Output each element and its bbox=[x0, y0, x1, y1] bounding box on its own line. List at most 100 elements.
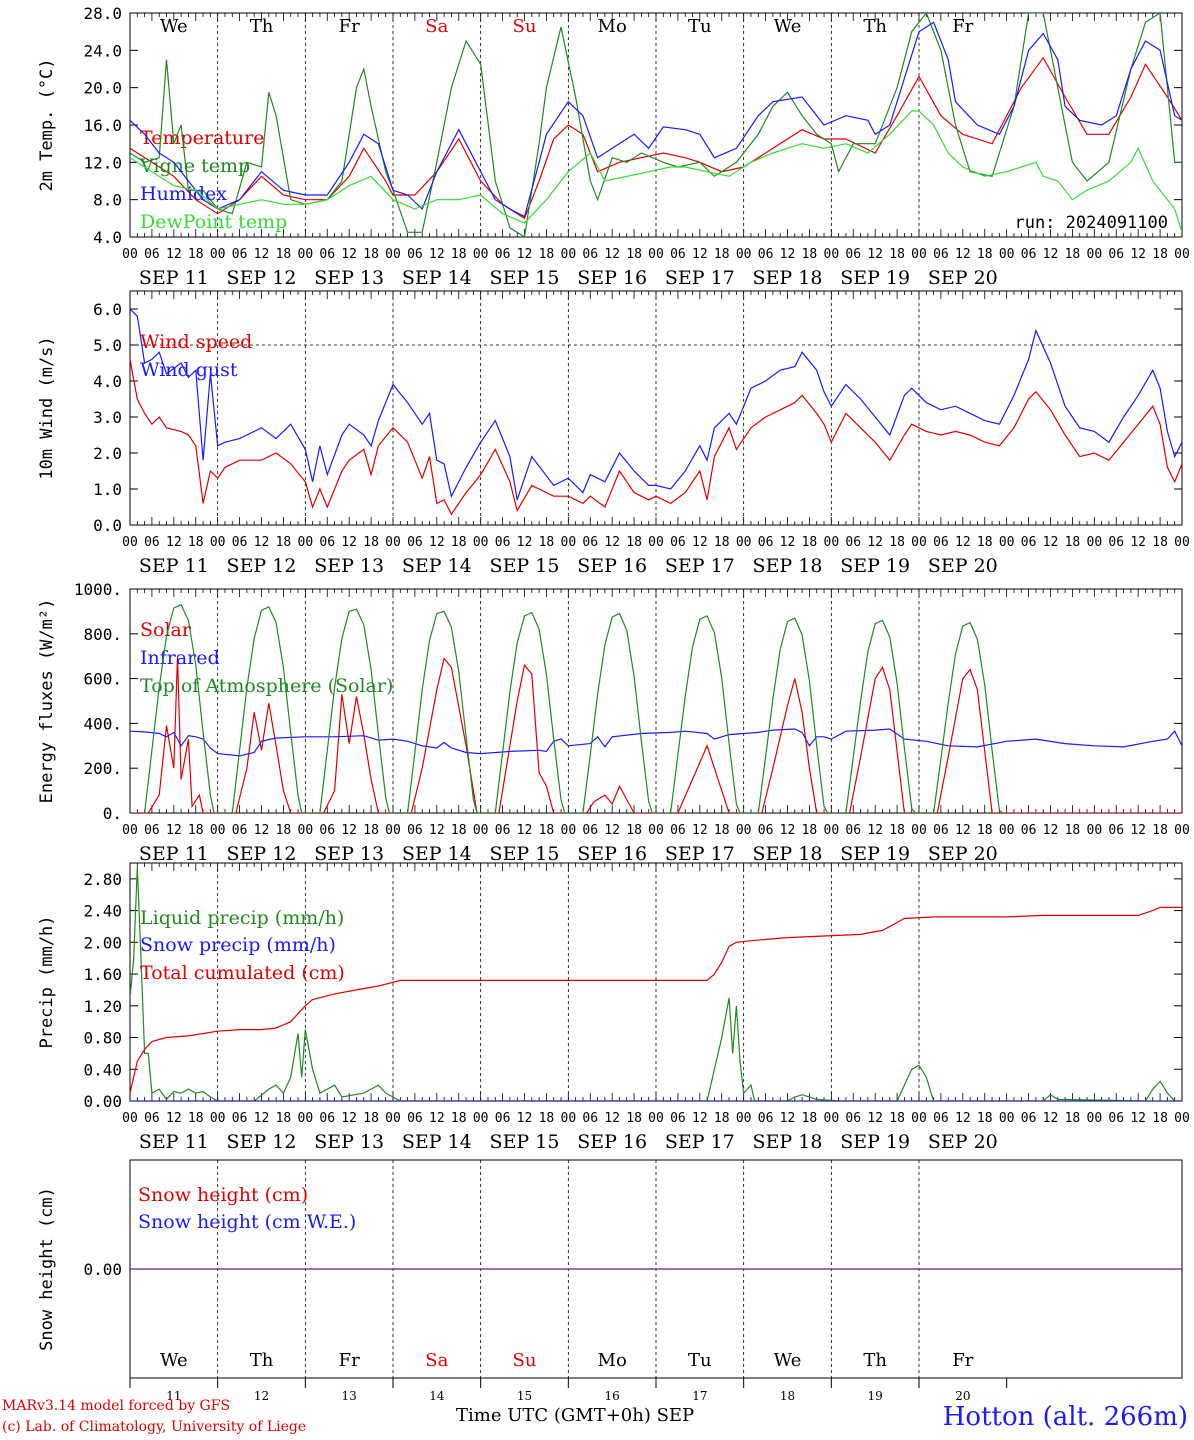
date-label: SEP 11 bbox=[139, 1131, 209, 1153]
hour-label: 18 bbox=[1152, 535, 1168, 550]
hour-label: 12 bbox=[1043, 535, 1059, 550]
y-tick-label: 2.80 bbox=[83, 870, 122, 889]
hour-label: 06 bbox=[1021, 247, 1037, 262]
hour-label: 12 bbox=[867, 535, 883, 550]
weekday-label-top: Fr bbox=[339, 16, 360, 37]
hour-label: 18 bbox=[363, 247, 379, 262]
date-label: SEP 20 bbox=[928, 1131, 998, 1153]
hour-label: 00 bbox=[911, 1111, 927, 1126]
date-label: SEP 17 bbox=[665, 843, 735, 865]
plot-frame bbox=[129, 12, 1183, 238]
hour-label: 18 bbox=[451, 247, 467, 262]
hour-label: 12 bbox=[517, 247, 533, 262]
y-tick-label: 6.0 bbox=[93, 300, 122, 319]
series-line-total-cumulated-cm bbox=[130, 906, 1182, 1094]
y-tick-label: 2.40 bbox=[83, 902, 122, 921]
hour-label: 18 bbox=[626, 535, 642, 550]
model-credit: MARv3.14 model forced by GFS bbox=[2, 1398, 231, 1414]
hour-label: 06 bbox=[582, 823, 598, 838]
hour-label: 18 bbox=[1065, 247, 1081, 262]
hour-label: 18 bbox=[539, 823, 555, 838]
y-tick-label: 12.0 bbox=[83, 153, 122, 172]
hour-label: 00 bbox=[561, 247, 577, 262]
hour-label: 12 bbox=[867, 247, 883, 262]
hour-label: 06 bbox=[319, 823, 335, 838]
hour-label: 06 bbox=[670, 1111, 686, 1126]
y-axis-label: Snow height (cm) bbox=[37, 1187, 57, 1351]
hour-label: 18 bbox=[889, 1111, 905, 1126]
hour-label: 06 bbox=[758, 823, 774, 838]
hour-label: 06 bbox=[232, 247, 248, 262]
hour-label: 06 bbox=[232, 1111, 248, 1126]
hour-label: 12 bbox=[692, 247, 708, 262]
hour-label: 18 bbox=[802, 823, 818, 838]
weekday-label-top: Sa bbox=[425, 16, 448, 37]
hour-label: 06 bbox=[495, 535, 511, 550]
hour-label: 06 bbox=[1108, 535, 1124, 550]
hour-label: 06 bbox=[670, 247, 686, 262]
hour-label: 18 bbox=[889, 823, 905, 838]
hour-label: 12 bbox=[254, 1111, 270, 1126]
day-number: 16 bbox=[605, 1389, 620, 1403]
hour-label: 12 bbox=[1130, 823, 1146, 838]
hour-label: 12 bbox=[867, 1111, 883, 1126]
date-label: SEP 15 bbox=[490, 267, 560, 289]
legend-entry: Solar bbox=[140, 619, 192, 641]
hour-label: 00 bbox=[824, 823, 840, 838]
date-label: SEP 11 bbox=[139, 267, 209, 289]
hour-label: 06 bbox=[933, 247, 949, 262]
hour-label: 18 bbox=[977, 247, 993, 262]
hour-label: 00 bbox=[824, 247, 840, 262]
hour-label: 00 bbox=[473, 1111, 489, 1126]
y-tick-label: 0.00 bbox=[83, 1092, 122, 1111]
date-label: SEP 15 bbox=[490, 1131, 560, 1153]
hour-label: 18 bbox=[802, 1111, 818, 1126]
hour-label: 00 bbox=[911, 247, 927, 262]
weekday-label-bottom: We bbox=[774, 1350, 802, 1371]
y-tick-label: 8.0 bbox=[93, 191, 122, 210]
hour-label: 12 bbox=[1130, 535, 1146, 550]
y-tick-label: 600. bbox=[83, 670, 122, 689]
hour-label: 06 bbox=[582, 247, 598, 262]
date-label: SEP 13 bbox=[314, 1131, 384, 1153]
hour-label: 06 bbox=[758, 535, 774, 550]
hour-label: 06 bbox=[407, 823, 423, 838]
hour-label: 12 bbox=[604, 1111, 620, 1126]
day-number: 15 bbox=[517, 1389, 532, 1403]
y-tick-label: 2.00 bbox=[83, 933, 122, 952]
hour-label: 12 bbox=[341, 247, 357, 262]
hour-label: 00 bbox=[999, 535, 1015, 550]
weekday-label-bottom: Su bbox=[513, 1350, 537, 1371]
series-line-liquid-precip-mm-h bbox=[130, 866, 1182, 1101]
hour-label: 00 bbox=[122, 823, 138, 838]
hour-label: 00 bbox=[824, 535, 840, 550]
date-label: SEP 11 bbox=[139, 555, 209, 577]
date-label: SEP 17 bbox=[665, 555, 735, 577]
hour-label: 18 bbox=[714, 823, 730, 838]
hour-label: 00 bbox=[385, 535, 401, 550]
series-line-solar bbox=[130, 656, 1182, 813]
legend-entry: Snow height (cm) bbox=[138, 1184, 308, 1206]
series-line-temperature bbox=[130, 56, 1182, 220]
date-label: SEP 12 bbox=[227, 267, 297, 289]
date-label: SEP 16 bbox=[577, 555, 647, 577]
y-tick-label: 20.0 bbox=[83, 79, 122, 98]
hour-label: 00 bbox=[1087, 535, 1103, 550]
y-tick-label: 200. bbox=[83, 759, 122, 778]
hour-label: 00 bbox=[736, 247, 752, 262]
hour-label: 00 bbox=[473, 535, 489, 550]
date-label: SEP 12 bbox=[227, 1131, 297, 1153]
day-number: 13 bbox=[342, 1389, 357, 1403]
date-label: SEP 19 bbox=[840, 1131, 910, 1153]
hour-label: 12 bbox=[692, 823, 708, 838]
weekday-label-top: Tu bbox=[688, 16, 712, 37]
y-tick-label: 16.0 bbox=[83, 116, 122, 135]
hour-label: 00 bbox=[385, 247, 401, 262]
hour-label: 18 bbox=[1065, 535, 1081, 550]
x-axis-title: Time UTC (GMT+0h) SEP bbox=[456, 1405, 695, 1426]
hour-label: 00 bbox=[122, 1111, 138, 1126]
hour-label: 12 bbox=[692, 1111, 708, 1126]
day-number: 20 bbox=[955, 1389, 970, 1403]
legend-entry: Wind speed bbox=[140, 331, 252, 353]
day-number: 18 bbox=[780, 1389, 795, 1403]
